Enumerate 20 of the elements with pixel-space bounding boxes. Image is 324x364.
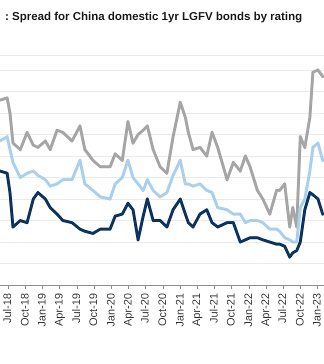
- x-tick-label: Jul-21: [208, 293, 220, 323]
- x-tick-label: Oct-21: [226, 293, 238, 326]
- x-tick-label: Jul-20: [140, 293, 152, 323]
- x-tick-label: Jul-19: [70, 293, 83, 323]
- x-tick-label: Jan-20: [105, 293, 118, 327]
- x-tick-label: Apr-19: [54, 293, 66, 326]
- x-tick-label: Jul-22: [276, 293, 289, 323]
- x-tick-label: Jan-22: [242, 293, 255, 327]
- x-tick-label: Jan-21: [174, 293, 186, 327]
- x-tick-label: Apr-21: [191, 293, 204, 326]
- x-tick-label: Apr-20: [122, 293, 135, 326]
- x-tick-label: Oct-22: [294, 293, 306, 326]
- x-tick-label: Oct-19: [88, 293, 100, 326]
- chart-title: : Spread for China domestic 1yr LGFV bonds by rating: [5, 11, 302, 23]
- x-tick-label: Jan-23: [312, 293, 324, 327]
- x-tick-label: Oct-18: [19, 293, 32, 326]
- x-tick-label: Oct-20: [156, 293, 169, 326]
- x-tick-label: Jan-19: [36, 293, 49, 327]
- x-tick-label: Jul-18: [2, 293, 14, 323]
- x-tick-label: Apr-22: [260, 293, 272, 326]
